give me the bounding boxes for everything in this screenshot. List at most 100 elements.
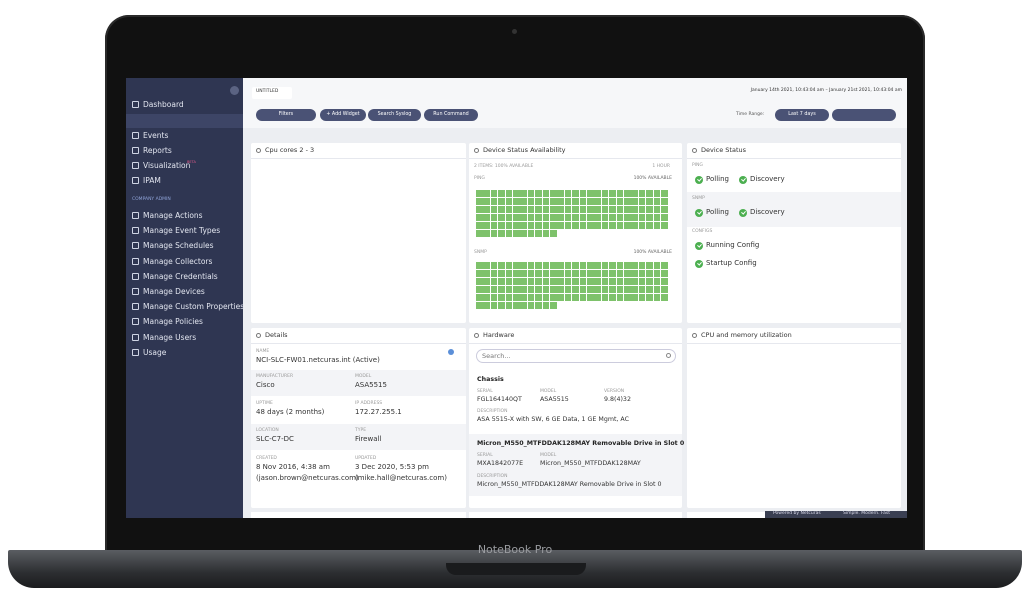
availability-cell bbox=[550, 190, 557, 197]
icon bbox=[132, 242, 139, 250]
widget-icon bbox=[692, 148, 697, 153]
availability-cell bbox=[535, 198, 542, 205]
availability-cell bbox=[490, 198, 498, 205]
availability-cell bbox=[624, 278, 631, 285]
sidebar-item[interactable]: Reports bbox=[143, 146, 172, 155]
widget-header bbox=[469, 158, 682, 159]
availability-cell bbox=[535, 286, 542, 293]
availability-cell bbox=[520, 206, 527, 213]
range-button[interactable]: Last 7 days bbox=[775, 109, 829, 121]
availability-cell bbox=[564, 294, 572, 301]
availability-cell bbox=[505, 294, 513, 301]
toolbar-button[interactable]: + Add Widget bbox=[320, 109, 366, 121]
availability-cell bbox=[542, 198, 550, 205]
toolbar-button[interactable]: Filters bbox=[256, 109, 316, 121]
availability-cell bbox=[572, 198, 579, 205]
availability-cell bbox=[542, 262, 550, 269]
availability-cell bbox=[490, 270, 498, 277]
availability-cell bbox=[616, 214, 624, 221]
widget-header bbox=[251, 343, 466, 344]
availability-cell bbox=[498, 278, 505, 285]
availability-cell bbox=[498, 302, 505, 309]
availability-cell bbox=[476, 286, 483, 293]
availability-cell bbox=[542, 230, 550, 237]
availability-cell bbox=[498, 222, 505, 229]
toolbar-button[interactable]: Run Command bbox=[424, 109, 478, 121]
availability-cell bbox=[594, 294, 601, 301]
availability-cell bbox=[601, 222, 609, 229]
icon bbox=[132, 132, 139, 139]
availability-cell bbox=[476, 278, 483, 285]
availability-cell bbox=[653, 190, 661, 197]
sidebar-item[interactable]: Manage Custom Properties bbox=[143, 302, 245, 312]
availability-cell bbox=[624, 206, 631, 213]
availability-cell bbox=[535, 190, 542, 197]
sidebar-item[interactable]: Manage Actions bbox=[143, 211, 203, 220]
availability-cell bbox=[550, 262, 557, 269]
field-label: NAME bbox=[256, 349, 270, 354]
availability-cell bbox=[557, 294, 564, 301]
availability-cell bbox=[564, 190, 572, 197]
availability-cell bbox=[616, 222, 624, 229]
widget-header bbox=[687, 158, 901, 159]
availability-cell bbox=[527, 262, 535, 269]
availability-cell bbox=[638, 278, 646, 285]
field-value: 3 Dec 2020, 5:53 pm bbox=[355, 463, 429, 471]
sidebar-item[interactable]: Manage Event Types bbox=[143, 226, 221, 236]
availability-cell bbox=[550, 294, 557, 301]
availability-cell bbox=[513, 262, 520, 269]
availability-cell bbox=[520, 270, 527, 277]
availability-cell bbox=[535, 206, 542, 213]
widget-title: Details bbox=[265, 331, 288, 339]
sidebar-item[interactable]: IPAM bbox=[143, 176, 161, 185]
availability-cell bbox=[542, 190, 550, 197]
nav-buttons[interactable] bbox=[832, 109, 896, 121]
availability-cell bbox=[550, 206, 557, 213]
availability-cell bbox=[587, 214, 594, 221]
field-value: 9.8(4)32 bbox=[604, 396, 631, 403]
availability-cell bbox=[609, 262, 616, 269]
sidebar-item[interactable]: Manage Users bbox=[143, 332, 197, 342]
availability-cell bbox=[572, 214, 579, 221]
toolbar-button[interactable]: Search Syslog bbox=[368, 109, 421, 121]
availability-cell bbox=[535, 214, 542, 221]
availability-cell bbox=[601, 198, 609, 205]
availability-cell bbox=[520, 262, 527, 269]
sidebar-item[interactable]: Manage Policies bbox=[143, 317, 203, 327]
availability-cell bbox=[646, 198, 653, 205]
status-item: Running Config bbox=[706, 241, 760, 249]
availability-cell bbox=[638, 206, 646, 213]
sidebar-item[interactable]: Manage Credentials bbox=[143, 271, 218, 281]
availability-cell bbox=[535, 230, 542, 237]
availability-cell bbox=[609, 286, 616, 293]
sidebar-item[interactable]: Usage bbox=[143, 347, 167, 357]
availability-cell bbox=[490, 302, 498, 309]
availability-cell bbox=[527, 206, 535, 213]
availability-cell bbox=[564, 198, 572, 205]
availability-cell bbox=[550, 286, 557, 293]
availability-cell bbox=[564, 262, 572, 269]
availability-cell bbox=[572, 190, 579, 197]
sidebar-item[interactable]: Manage Collectors bbox=[143, 256, 213, 266]
widget-header bbox=[687, 343, 901, 344]
widget bbox=[251, 143, 466, 323]
availability-cell bbox=[661, 270, 668, 277]
availability-cell bbox=[483, 262, 490, 269]
sidebar-item[interactable]: Events bbox=[143, 131, 169, 140]
availability-cell bbox=[579, 198, 587, 205]
availability-cell bbox=[638, 262, 646, 269]
availability-cell bbox=[624, 294, 631, 301]
sidebar-item[interactable]: Manage Devices bbox=[143, 287, 205, 296]
availability-cell bbox=[476, 198, 483, 205]
availability-cell bbox=[535, 278, 542, 285]
field-label: UPDATED bbox=[355, 456, 377, 461]
availability-cell bbox=[661, 190, 668, 197]
availability-cell bbox=[550, 222, 557, 229]
availability-cell bbox=[505, 198, 513, 205]
availability-cell bbox=[505, 206, 513, 213]
sidebar-item[interactable]: Manage Schedules bbox=[143, 241, 214, 251]
availability-cell bbox=[483, 294, 490, 301]
availability-cell bbox=[572, 222, 579, 229]
sidebar-item[interactable]: Visualization bbox=[143, 161, 191, 170]
